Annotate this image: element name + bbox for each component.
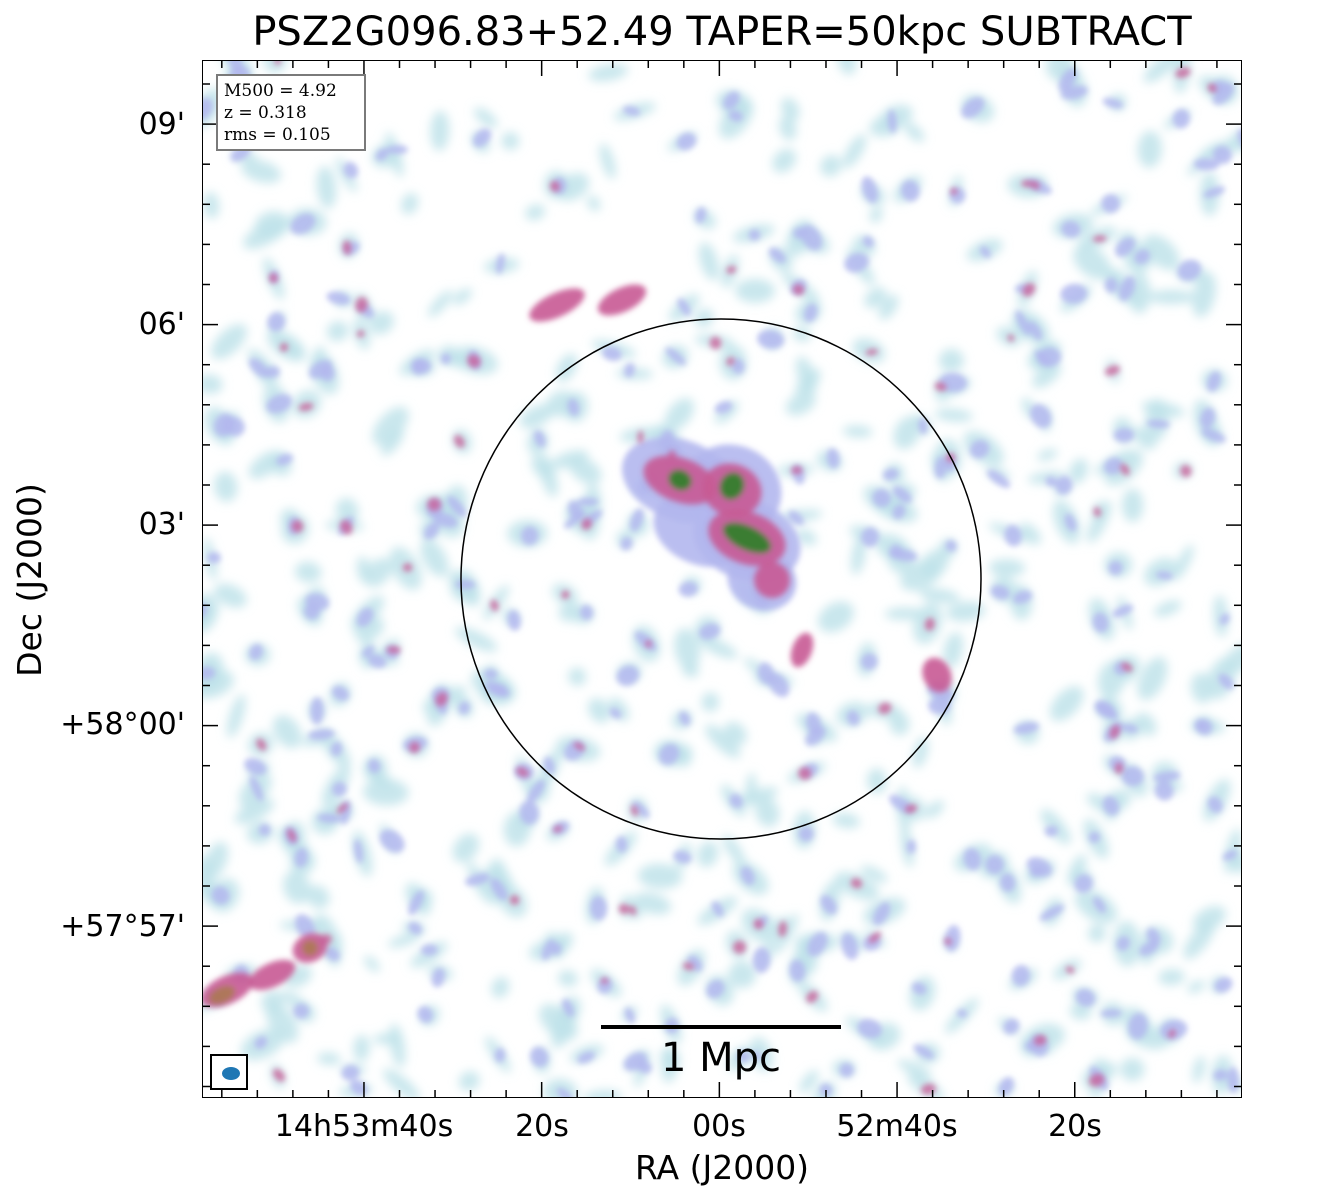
scale-bar-label: 1 Mpc — [660, 1035, 782, 1081]
emission-map — [202, 60, 1242, 1098]
x-axis-label: RA (J2000) — [634, 1148, 810, 1187]
redshift-text: z = 0.318 — [224, 103, 307, 123]
ytick-label: 09' — [138, 107, 185, 142]
beam-box — [210, 1054, 248, 1090]
ytick-label: +57°57' — [60, 909, 185, 944]
beam-ellipse — [222, 1067, 240, 1080]
rms-text: rms = 0.105 — [224, 125, 331, 145]
xtick-label: 00s — [692, 1109, 746, 1144]
radio-image — [202, 60, 1242, 1098]
xtick-label: 20s — [515, 1109, 569, 1144]
axis-ticks — [202, 60, 1242, 1098]
ytick-label: 03' — [138, 507, 185, 542]
info-box: M500 = 4.92 z = 0.318 rms = 0.105 — [216, 74, 366, 151]
ytick-label: +58°00' — [60, 707, 185, 742]
xtick-label: 52m40s — [836, 1109, 958, 1144]
r500-circle — [460, 318, 982, 840]
plot-title: PSZ2G096.83+52.49 TAPER=50kpc SUBTRACT — [252, 9, 1192, 55]
m500-text: M500 = 4.92 — [224, 81, 337, 101]
xtick-label: 20s — [1048, 1109, 1102, 1144]
ytick-label: 06' — [138, 307, 185, 342]
y-axis-label: Dec (J2000) — [10, 483, 49, 677]
xtick-label: 14h53m40s — [274, 1109, 454, 1144]
image-canvas — [202, 60, 1242, 1098]
